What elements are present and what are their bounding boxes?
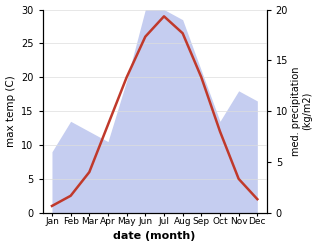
Y-axis label: med. precipitation
(kg/m2): med. precipitation (kg/m2) xyxy=(291,66,313,156)
Y-axis label: max temp (C): max temp (C) xyxy=(5,75,16,147)
X-axis label: date (month): date (month) xyxy=(114,231,196,242)
